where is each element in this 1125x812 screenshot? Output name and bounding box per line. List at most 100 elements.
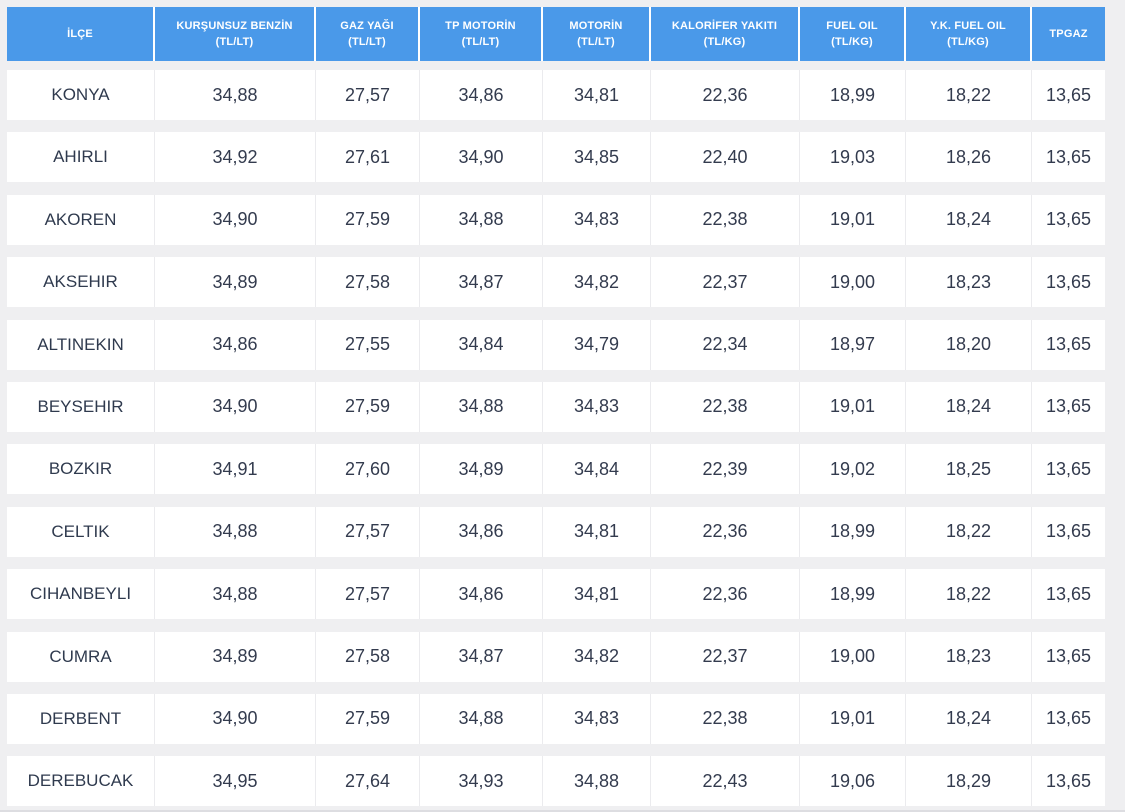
price-cell-kursunsuz-benzin: 34,89 — [155, 631, 316, 682]
price-cell-fuel-oil: 18,99 — [800, 506, 906, 557]
price-cell-tp-motorin: 34,86 — [420, 506, 543, 557]
price-cell-gaz-yagi: 27,60 — [316, 444, 420, 495]
price-cell-motorin: 34,81 — [543, 506, 651, 557]
header-unit: (TL/LT) — [577, 36, 615, 48]
price-cell-tpgaz: 13,65 — [1032, 257, 1105, 308]
price-cell-kalorifer-yakiti: 22,36 — [651, 569, 800, 620]
district-cell: AKOREN — [7, 194, 155, 245]
district-cell: DEREBUCAK — [7, 756, 155, 807]
header-label: TP MOTORİN — [445, 20, 516, 32]
price-cell-tp-motorin: 34,86 — [420, 569, 543, 620]
price-cell-motorin: 34,81 — [543, 70, 651, 120]
price-cell-tpgaz: 13,65 — [1032, 569, 1105, 620]
header-cell-kalorifer-yakiti: KALORİFER YAKITI (TL/KG) — [651, 7, 800, 61]
price-cell-gaz-yagi: 27,59 — [316, 381, 420, 432]
price-cell-kalorifer-yakiti: 22,39 — [651, 444, 800, 495]
price-cell-fuel-oil: 18,99 — [800, 569, 906, 620]
price-cell-yk-fuel-oil: 18,26 — [906, 132, 1032, 183]
price-cell-kursunsuz-benzin: 34,86 — [155, 319, 316, 370]
price-cell-yk-fuel-oil: 18,23 — [906, 257, 1032, 308]
header-unit: (TL/KG) — [703, 36, 746, 48]
price-cell-tpgaz: 13,65 — [1032, 70, 1105, 120]
header-label: MOTORİN — [569, 20, 623, 32]
price-cell-tpgaz: 13,65 — [1032, 444, 1105, 495]
table-body: KONYA 34,88 27,57 34,86 34,81 22,36 18,99 18,22… — [7, 70, 1105, 807]
price-cell-tp-motorin: 34,88 — [420, 381, 543, 432]
price-cell-motorin: 34,81 — [543, 569, 651, 620]
price-cell-gaz-yagi: 27,61 — [316, 132, 420, 183]
header-cell-tp-motorin: TP MOTORİN (TL/LT) — [420, 7, 543, 61]
price-cell-tp-motorin: 34,93 — [420, 756, 543, 807]
price-cell-tp-motorin: 34,89 — [420, 444, 543, 495]
header-unit: (TL/LT) — [215, 36, 254, 48]
price-cell-tpgaz: 13,65 — [1032, 756, 1105, 807]
district-cell: AKSEHIR — [7, 257, 155, 308]
price-cell-motorin: 34,83 — [543, 693, 651, 744]
header-cell-yk-fuel-oil: Y.K. FUEL OIL (TL/KG) — [906, 7, 1032, 61]
price-cell-yk-fuel-oil: 18,22 — [906, 506, 1032, 557]
price-cell-yk-fuel-oil: 18,23 — [906, 631, 1032, 682]
header-cell-tpgaz: TPGAZ — [1032, 7, 1105, 61]
price-cell-fuel-oil: 19,01 — [800, 381, 906, 432]
price-cell-yk-fuel-oil: 18,22 — [906, 569, 1032, 620]
price-cell-tp-motorin: 34,87 — [420, 631, 543, 682]
price-cell-kursunsuz-benzin: 34,91 — [155, 444, 316, 495]
district-cell: CIHANBEYLI — [7, 569, 155, 620]
table-header-row: İLÇE KURŞUNSUZ BENZİN (TL/LT) GAZ YAĞI (TL/L… — [7, 7, 1105, 61]
district-cell: CUMRA — [7, 631, 155, 682]
price-cell-gaz-yagi: 27,59 — [316, 194, 420, 245]
header-unit: (TL/KG) — [947, 36, 989, 48]
price-cell-kursunsuz-benzin: 34,88 — [155, 506, 316, 557]
price-cell-yk-fuel-oil: 18,22 — [906, 70, 1032, 120]
price-cell-gaz-yagi: 27,57 — [316, 70, 420, 120]
table-row: AKSEHIR 34,89 27,58 34,87 34,82 22,37 19,00 18,… — [7, 257, 1105, 308]
price-cell-kalorifer-yakiti: 22,34 — [651, 319, 800, 370]
price-cell-gaz-yagi: 27,58 — [316, 631, 420, 682]
price-cell-gaz-yagi: 27,55 — [316, 319, 420, 370]
price-cell-kursunsuz-benzin: 34,90 — [155, 381, 316, 432]
price-cell-kursunsuz-benzin: 34,90 — [155, 693, 316, 744]
price-cell-yk-fuel-oil: 18,24 — [906, 194, 1032, 245]
price-cell-fuel-oil: 19,03 — [800, 132, 906, 183]
price-cell-motorin: 34,82 — [543, 631, 651, 682]
price-cell-gaz-yagi: 27,59 — [316, 693, 420, 744]
header-cell-motorin: MOTORİN (TL/LT) — [543, 7, 651, 61]
header-label: KALORİFER YAKITI — [671, 20, 778, 32]
price-cell-fuel-oil: 19,06 — [800, 756, 906, 807]
district-cell: CELTIK — [7, 506, 155, 557]
price-cell-kursunsuz-benzin: 34,89 — [155, 257, 316, 308]
header-label: KURŞUNSUZ BENZİN — [176, 20, 293, 32]
district-cell: KONYA — [7, 70, 155, 120]
price-cell-fuel-oil: 18,97 — [800, 319, 906, 370]
price-cell-kalorifer-yakiti: 22,37 — [651, 631, 800, 682]
price-cell-motorin: 34,83 — [543, 194, 651, 245]
price-cell-kalorifer-yakiti: 22,37 — [651, 257, 800, 308]
header-unit: (TL/LT) — [461, 36, 500, 48]
district-cell: BEYSEHIR — [7, 381, 155, 432]
table-row: AHIRLI 34,92 27,61 34,90 34,85 22,40 19,03 18,2… — [7, 132, 1105, 183]
price-cell-yk-fuel-oil: 18,24 — [906, 693, 1032, 744]
price-cell-fuel-oil: 19,01 — [800, 693, 906, 744]
table-row: CELTIK 34,88 27,57 34,86 34,81 22,36 18,99 18,2… — [7, 506, 1105, 557]
price-cell-fuel-oil: 19,01 — [800, 194, 906, 245]
price-cell-fuel-oil: 19,00 — [800, 257, 906, 308]
price-cell-tpgaz: 13,65 — [1032, 693, 1105, 744]
price-cell-motorin: 34,85 — [543, 132, 651, 183]
price-cell-kalorifer-yakiti: 22,38 — [651, 194, 800, 245]
district-cell: BOZKIR — [7, 444, 155, 495]
price-cell-kursunsuz-benzin: 34,92 — [155, 132, 316, 183]
price-cell-tpgaz: 13,65 — [1032, 194, 1105, 245]
price-cell-gaz-yagi: 27,64 — [316, 756, 420, 807]
price-cell-motorin: 34,88 — [543, 756, 651, 807]
price-cell-tpgaz: 13,65 — [1032, 506, 1105, 557]
table-row: CUMRA 34,89 27,58 34,87 34,82 22,37 19,00 18,23… — [7, 631, 1105, 682]
district-cell: AHIRLI — [7, 132, 155, 183]
header-label: GAZ YAĞI — [340, 20, 394, 32]
header-label: FUEL OIL — [826, 20, 878, 32]
header-cell-ilce: İLÇE — [7, 7, 155, 61]
price-cell-yk-fuel-oil: 18,29 — [906, 756, 1032, 807]
price-cell-tpgaz: 13,65 — [1032, 132, 1105, 183]
price-cell-gaz-yagi: 27,58 — [316, 257, 420, 308]
price-cell-kalorifer-yakiti: 22,36 — [651, 70, 800, 120]
price-cell-tp-motorin: 34,88 — [420, 194, 543, 245]
